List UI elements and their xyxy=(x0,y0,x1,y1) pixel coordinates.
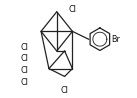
Text: Cl: Cl xyxy=(68,5,76,14)
Text: Cl: Cl xyxy=(20,54,28,63)
Text: Cl: Cl xyxy=(20,43,28,52)
Text: Br: Br xyxy=(112,35,120,44)
Text: Cl: Cl xyxy=(20,66,28,75)
Text: Cl: Cl xyxy=(20,78,28,87)
Text: Cl: Cl xyxy=(61,86,68,95)
